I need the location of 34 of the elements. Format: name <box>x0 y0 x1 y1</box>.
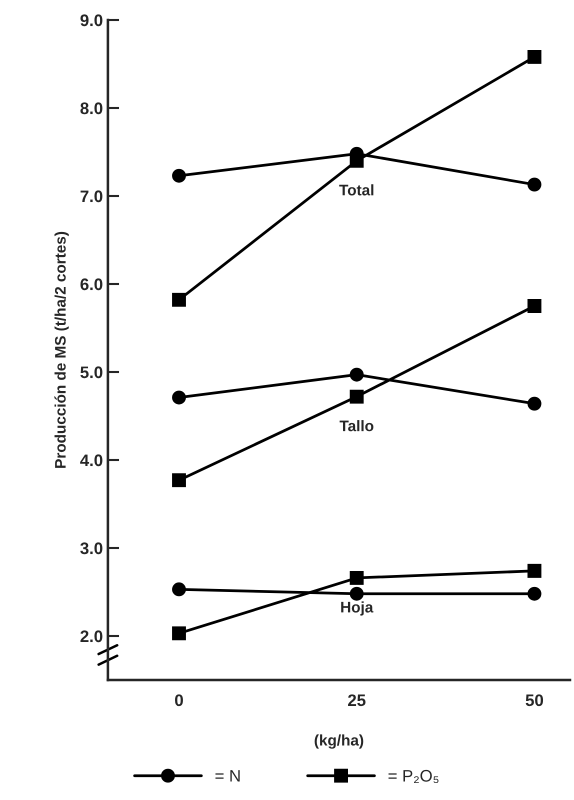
point <box>527 396 542 411</box>
x-tick-label: 25 <box>348 694 366 706</box>
point <box>527 564 542 578</box>
point <box>172 473 186 488</box>
y-axis-title: Producción de MS (t/ha/2 cortes) <box>54 232 69 468</box>
point <box>350 368 364 382</box>
annotation: Tallo <box>340 420 374 432</box>
y-tick-label: 3.0 <box>80 542 102 554</box>
point <box>350 570 364 585</box>
point <box>172 582 186 596</box>
legend-label: = N <box>215 770 240 782</box>
point <box>172 292 186 307</box>
point <box>527 299 542 313</box>
x-tick-label: 50 <box>526 694 544 706</box>
point <box>527 178 542 192</box>
y-tick-label: 2.0 <box>80 630 102 642</box>
legend-label: = P₂O₅ <box>388 770 438 784</box>
point <box>527 586 542 601</box>
y-tick-label: 7.0 <box>80 190 102 202</box>
point <box>350 390 364 404</box>
point <box>172 168 186 183</box>
point <box>172 390 186 404</box>
point <box>527 50 542 64</box>
y-tick-label: 8.0 <box>80 102 102 114</box>
point <box>350 586 364 601</box>
annotation: Total <box>339 184 374 196</box>
y-tick-label: 6.0 <box>80 278 102 290</box>
y-tick-label: 9.0 <box>80 14 102 26</box>
point <box>172 626 186 640</box>
annotation: Hoja <box>341 601 374 616</box>
y-tick-label: 5.0 <box>80 366 102 378</box>
x-axis-title: (kg/ha) <box>314 734 364 749</box>
y-tick-label: 4.0 <box>80 454 102 466</box>
x-tick-label: 0 <box>175 694 183 706</box>
